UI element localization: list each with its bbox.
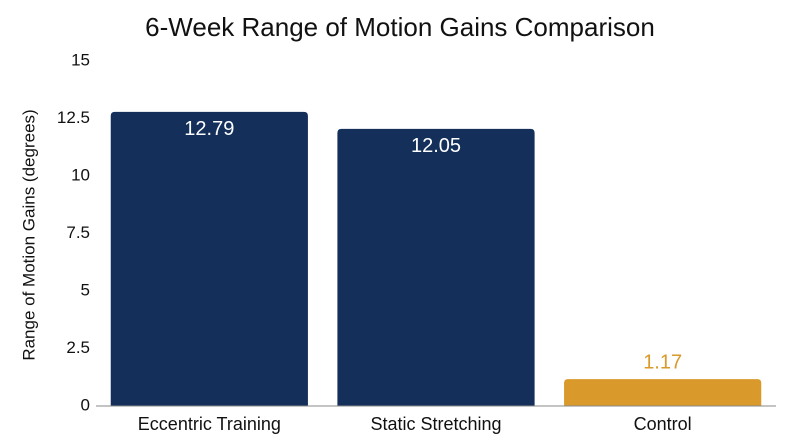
bar (564, 379, 762, 406)
y-axis-label: Range of Motion Gains (degrees) (19, 109, 38, 360)
data-label: 1.17 (643, 351, 682, 373)
chart-title: 6-Week Range of Motion Gains Comparison (145, 12, 655, 42)
y-tick-label: 15 (71, 50, 90, 69)
x-tick-label: Control (634, 414, 692, 434)
y-tick-label: 7.5 (66, 223, 90, 242)
bar (337, 128, 535, 406)
data-label: 12.05 (411, 135, 461, 157)
y-tick-label: 10 (71, 165, 90, 184)
y-tick-label: 2.5 (66, 338, 90, 357)
x-tick-label: Static Stretching (370, 414, 501, 434)
y-tick-label: 12.5 (57, 108, 90, 127)
y-tick-label: 5 (81, 280, 90, 299)
bar (110, 111, 308, 406)
y-tick-label: 0 (81, 395, 90, 414)
x-tick-label: Eccentric Training (138, 414, 281, 434)
data-label: 12.79 (184, 118, 234, 140)
